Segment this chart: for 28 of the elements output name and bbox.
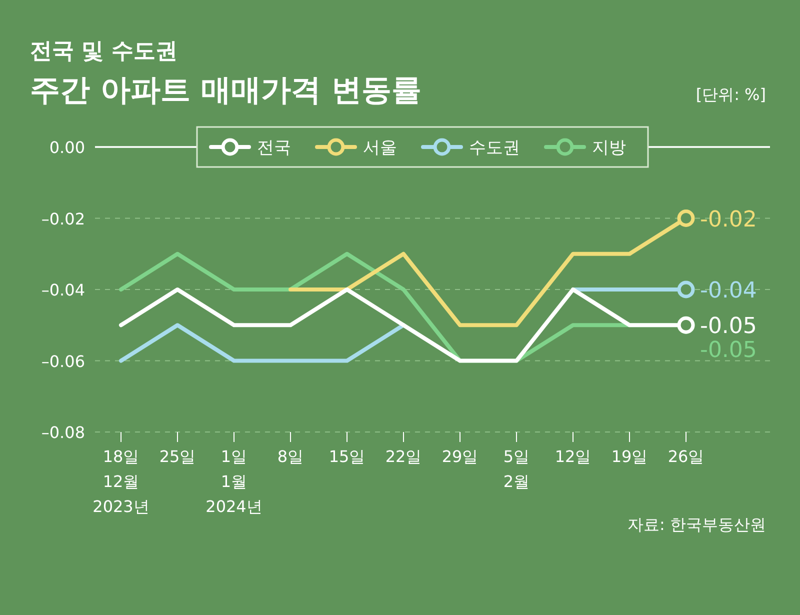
y-tick-label: –0.08 (41, 423, 85, 442)
x-tick-label: 22일 (385, 447, 422, 466)
data-label: -0.04 (700, 278, 757, 304)
text: 자료: 한국부동산원 (628, 515, 766, 534)
x-tick-label: 29일 (442, 447, 478, 466)
y-tick-label: –0.02 (41, 209, 85, 228)
y-tick-label: –0.04 (41, 280, 85, 300)
data-label: -0.02 (700, 207, 757, 232)
chart-subtitle: 주간 아파트 매매가격 변동률 (30, 73, 422, 108)
x-tick-label: 19일 (611, 447, 648, 466)
legend-label: 수도권 (469, 138, 520, 158)
x-tick-label: 1일 1월 2024년 (206, 447, 262, 516)
x-tick-label: 8일 (277, 447, 304, 466)
x-tick-label: 5일 2월 (503, 447, 530, 491)
x-tick-label: 12일 (554, 447, 592, 466)
legend-label: 서울 (363, 138, 397, 158)
data-label: -0.05 (700, 338, 757, 364)
legend-label: 지방 (592, 138, 626, 158)
x-tick-label: 15일 (328, 447, 366, 466)
x-tick-label: 26일 (668, 447, 704, 466)
y-tick-label: 0.00 (49, 138, 85, 157)
y-tick-label: –0.06 (41, 352, 85, 371)
legend-label: 전국 (257, 138, 291, 158)
x-tick-label: 25일 (159, 447, 196, 466)
text: [단위: %] (696, 85, 766, 104)
data-label: -0.05 (700, 314, 757, 340)
x-tick-label: 18일 12월 2023년 (92, 447, 150, 516)
chart-title: 전국 및 수도권 (30, 39, 178, 64)
